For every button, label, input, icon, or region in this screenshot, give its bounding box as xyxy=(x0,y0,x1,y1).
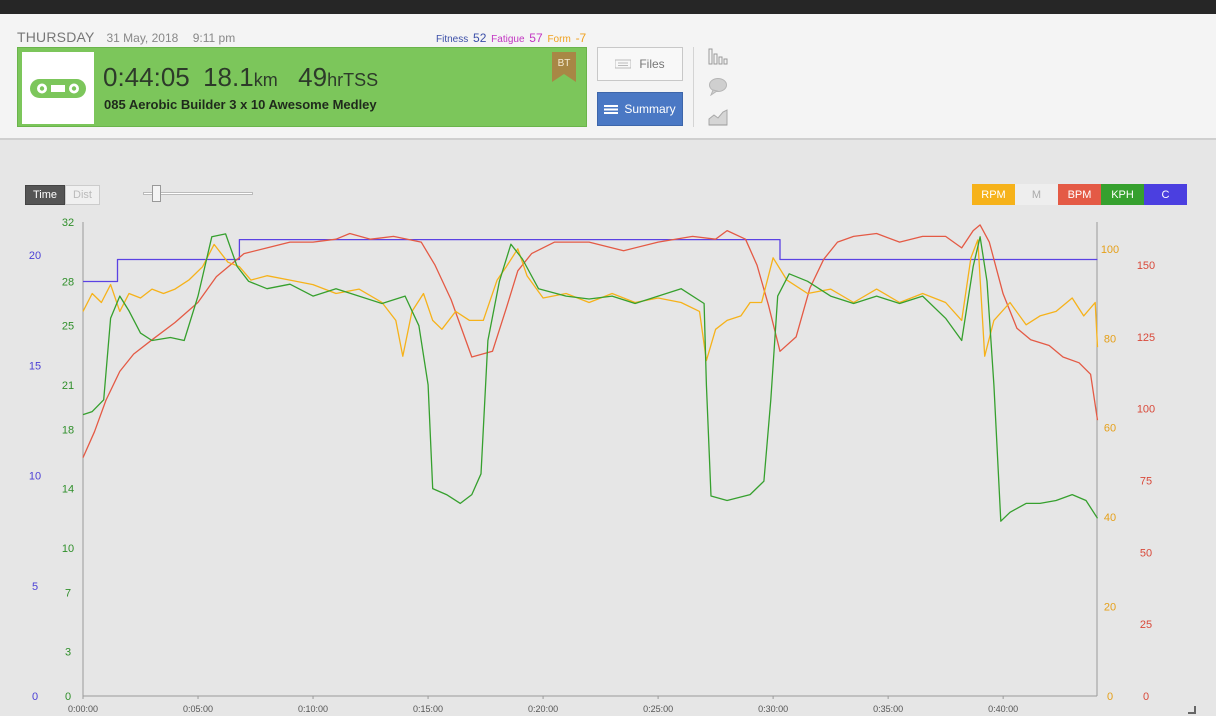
fitness-value: 52 xyxy=(473,31,487,45)
file-list-icon xyxy=(615,59,632,69)
form-label: Form xyxy=(547,34,571,45)
legend-c[interactable]: C xyxy=(1144,184,1187,205)
rpm-tick-label: 0 xyxy=(1107,691,1113,703)
form-value: -7 xyxy=(575,31,587,45)
bpm-tick-label: 25 xyxy=(1140,619,1152,631)
legend-kph[interactable]: KPH xyxy=(1101,184,1144,205)
bpm-tick-label: 150 xyxy=(1137,260,1155,272)
x-tick-label: 0:30:00 xyxy=(758,704,788,714)
activity-date-text: 31 May, 2018 xyxy=(106,31,179,45)
series-kph-line xyxy=(82,233,1099,522)
bpm-tick-label: 100 xyxy=(1137,404,1155,416)
bpm-tick-label: 125 xyxy=(1137,332,1155,344)
rpm-tick-label: 20 xyxy=(1104,602,1116,614)
fatigue-label: Fatigue xyxy=(491,34,525,45)
x-tick-label: 0:25:00 xyxy=(643,704,673,714)
kph-tick-label: 28 xyxy=(62,276,74,288)
x-tick-label: 0:10:00 xyxy=(298,704,328,714)
series-rpm-line xyxy=(82,239,1099,362)
kph-tick-label: 25 xyxy=(62,321,74,333)
workout-chart[interactable]: 0:00:00 0:05:00 0:10:00 0:15:00 0:20:00 0:25:… xyxy=(0,210,1216,716)
rpm-tick-label: 40 xyxy=(1104,512,1116,524)
kph-tick-label: 18 xyxy=(62,424,74,436)
comment-icon[interactable] xyxy=(708,76,728,97)
rpm-tick-label: 60 xyxy=(1104,423,1116,435)
workout-stats: 0:44:05 18.1km 49hrTSS xyxy=(103,62,394,93)
workout-title: 085 Aerobic Builder 3 x 10 Awesome Medle… xyxy=(104,97,377,112)
kph-tick-label: 32 xyxy=(62,217,74,229)
series-bpm-line xyxy=(82,224,1099,458)
dist-toggle[interactable]: Dist xyxy=(65,185,100,205)
legend-rpm[interactable]: RPM xyxy=(972,184,1015,205)
bt-badge-text: BT xyxy=(558,58,571,69)
series-c-line xyxy=(83,238,1098,283)
kph-tick-label: 10 xyxy=(62,543,74,555)
bar-chart-icon[interactable] xyxy=(708,46,728,66)
workout-distance: 18.1 xyxy=(203,62,254,92)
kph-tick-label: 7 xyxy=(65,587,71,599)
kph-tick-label: 14 xyxy=(62,484,74,496)
activity-day: THURSDAY xyxy=(17,29,95,45)
legend-bpm[interactable]: BPM xyxy=(1058,184,1101,205)
workout-duration: 0:44:05 xyxy=(103,62,190,92)
summary-button-label: Summary xyxy=(624,102,676,116)
zoom-slider-track[interactable] xyxy=(143,192,253,195)
resize-grip-icon[interactable] xyxy=(1188,706,1196,714)
time-dist-toggle: Time Dist xyxy=(25,185,100,205)
bt-badge: BT xyxy=(552,52,576,82)
workout-summary-card[interactable]: 0:44:05 18.1km 49hrTSS 085 Aerobic Build… xyxy=(17,47,587,127)
x-tick-label: 0:00:00 xyxy=(68,704,98,714)
x-tick-label: 0:15:00 xyxy=(413,704,443,714)
files-button[interactable]: Files xyxy=(597,47,683,81)
time-toggle[interactable]: Time xyxy=(25,185,66,205)
area-chart-icon[interactable] xyxy=(708,107,728,127)
x-tick-label: 0:40:00 xyxy=(988,704,1018,714)
tss-unit: hrTSS xyxy=(327,70,379,90)
fitness-metrics: Fitness 52 Fatigue 57 Form -7 xyxy=(436,31,588,45)
window-top-bar xyxy=(0,0,1216,14)
x-tick-label: 0:05:00 xyxy=(183,704,213,714)
distance-unit: km xyxy=(253,70,278,90)
c-tick-label: 5 xyxy=(32,581,38,593)
bpm-tick-label: 50 xyxy=(1140,547,1152,559)
kph-tick-label: 3 xyxy=(65,647,71,659)
zoom-slider-thumb[interactable] xyxy=(152,185,161,202)
legend-m[interactable]: M xyxy=(1015,184,1058,205)
bike-chain-icon xyxy=(22,52,94,124)
c-tick-label: 15 xyxy=(29,360,41,372)
bpm-tick-label: 0 xyxy=(1143,691,1149,703)
bpm-tick-label: 75 xyxy=(1140,476,1152,488)
series-legend: RPM M BPM KPH C xyxy=(972,184,1187,205)
list-lines-icon xyxy=(604,105,619,114)
rpm-tick-label: 80 xyxy=(1104,333,1116,345)
workout-tss: 49 xyxy=(298,62,328,92)
rpm-tick-label: 100 xyxy=(1101,244,1119,256)
c-tick-label: 20 xyxy=(29,250,41,262)
activity-header: THURSDAY 31 May, 2018 9:11 pm Fitness 52… xyxy=(0,14,1216,140)
x-tick-label: 0:20:00 xyxy=(528,704,558,714)
c-tick-label: 0 xyxy=(32,691,38,703)
kph-tick-label: 0 xyxy=(65,691,71,703)
fitness-label: Fitness xyxy=(436,34,469,45)
activity-time: 9:11 pm xyxy=(192,31,236,45)
c-tick-label: 10 xyxy=(29,471,41,483)
kph-tick-label: 21 xyxy=(62,380,74,392)
summary-button[interactable]: Summary xyxy=(597,92,683,126)
x-tick-label: 0:35:00 xyxy=(873,704,903,714)
activity-date: THURSDAY 31 May, 2018 9:11 pm xyxy=(17,29,235,45)
files-button-label: Files xyxy=(639,57,665,71)
fatigue-value: 57 xyxy=(529,31,543,45)
header-divider xyxy=(693,47,694,127)
